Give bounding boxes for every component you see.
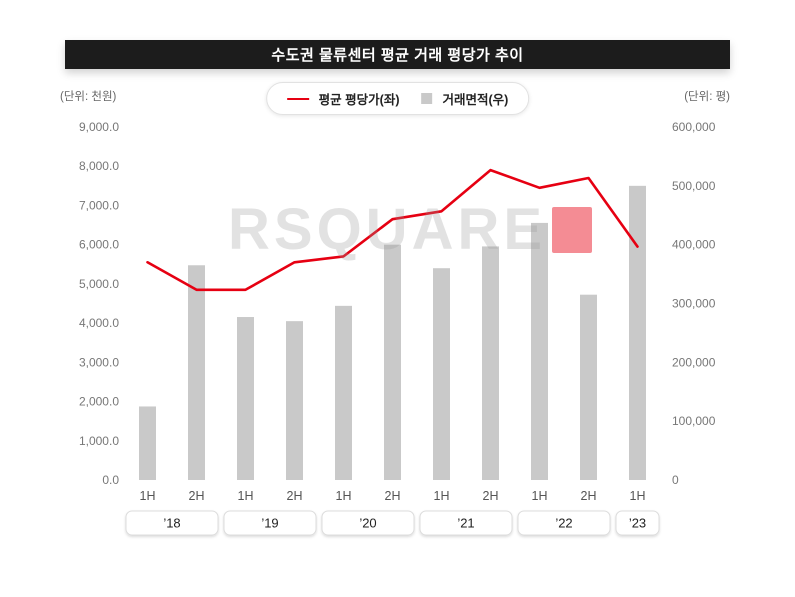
left-axis-tick-label: 1,000.0 — [79, 434, 119, 448]
bar-20-2h — [384, 244, 401, 480]
chart-title-bar: 수도권 물류센터 평균 거래 평당가 추이 — [65, 40, 730, 69]
category-label: 1H — [140, 489, 156, 503]
category-label: 2H — [581, 489, 597, 503]
right-axis-tick-label: 200,000 — [672, 355, 716, 369]
bar-21-2h — [482, 246, 499, 480]
left-axis-tick-label: 3,000.0 — [79, 355, 119, 369]
bar-22-1h — [531, 222, 548, 481]
year-group-label: ’23 — [629, 516, 646, 531]
category-label: 2H — [287, 489, 303, 503]
left-axis-tick-label: 0.0 — [102, 473, 119, 487]
category-label: 1H — [238, 489, 254, 503]
category-label: 2H — [483, 489, 499, 503]
category-label: 1H — [630, 489, 646, 503]
legend: 평균 평당가(좌) 거래면적(우) — [265, 82, 530, 115]
year-group-box — [517, 510, 611, 536]
left-axis-tick-label: 6,000.0 — [79, 238, 119, 252]
year-group-box — [419, 510, 513, 536]
right-axis-tick-label: 0 — [672, 473, 679, 487]
category-label: 2H — [385, 489, 401, 503]
bar-18-1h — [139, 406, 156, 480]
year-group-label: ’21 — [457, 516, 474, 531]
bar-18-2h — [188, 265, 205, 480]
right-axis-tick-label: 300,000 — [672, 297, 716, 311]
year-group-box — [615, 510, 660, 536]
line-legend-label: 평균 평당가(좌) — [318, 93, 400, 107]
right-axis-tick-label: 600,000 — [672, 120, 716, 134]
bar-19-2h — [286, 321, 303, 480]
year-group-box — [223, 510, 317, 536]
line-legend-swatch — [286, 97, 309, 100]
left-axis-tick-label: 5,000.0 — [79, 277, 119, 291]
left-axis-unit: (단위: 천원) — [60, 91, 117, 103]
right-axis-tick-label: 100,000 — [672, 414, 716, 428]
year-group-label: ’20 — [359, 516, 376, 531]
right-axis-tick-label: 400,000 — [672, 238, 716, 252]
left-axis-tick-label: 7,000.0 — [79, 198, 119, 212]
right-axis-unit: (단위: 평) — [684, 91, 730, 103]
left-axis-tick-label: 2,000.0 — [79, 395, 119, 409]
category-label: 1H — [532, 489, 548, 503]
category-label: 1H — [336, 489, 352, 503]
bar-legend-label: 거래면적(우) — [442, 93, 509, 107]
year-group-label: ’22 — [555, 516, 572, 531]
bar-23-1h — [629, 185, 646, 481]
bar-20-1h — [335, 305, 352, 480]
category-label: 2H — [189, 489, 205, 503]
left-axis-tick-label: 8,000.0 — [79, 159, 119, 173]
left-axis-tick-label: 9,000.0 — [79, 120, 119, 134]
bar-22-2h — [580, 294, 597, 480]
right-axis-tick-label: 500,000 — [672, 179, 716, 193]
category-label: 1H — [434, 489, 450, 503]
year-group-box — [125, 510, 219, 536]
year-group-label: ’19 — [261, 516, 278, 531]
bar-legend-swatch — [421, 93, 433, 104]
trend-line — [146, 168, 639, 292]
bar-19-1h — [237, 317, 254, 480]
chart-title: 수도권 물류센터 평균 거래 평당가 추이 — [271, 47, 524, 64]
year-group-label: ’18 — [163, 516, 180, 531]
year-group-box — [321, 510, 415, 536]
bar-21-1h — [433, 268, 450, 480]
left-axis-tick-label: 4,000.0 — [79, 316, 119, 330]
